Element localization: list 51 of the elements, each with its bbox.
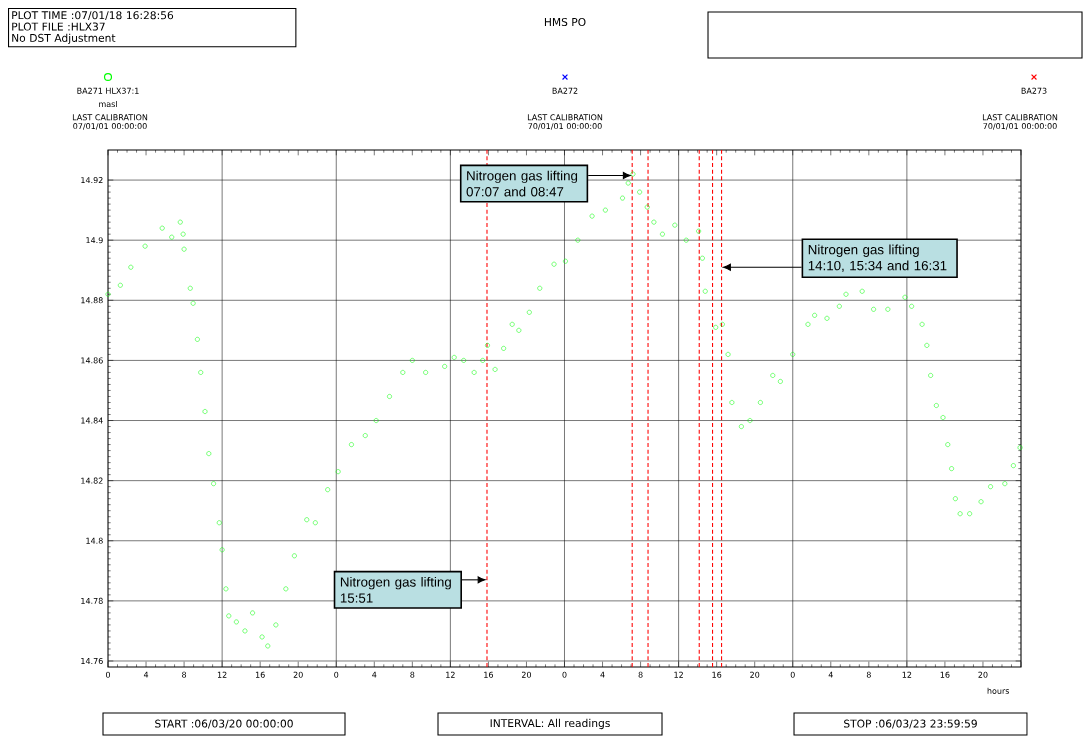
legend-label: BA273: [1021, 87, 1047, 94]
text: INTERVAL: All readings: [490, 718, 610, 730]
annotation: Nitrogen gas lifting 07:07 and 08:47: [466, 170, 578, 197]
legend-label: BA271 HLX37:1: [77, 87, 139, 94]
text: LAST CALIBRATION 70/01/01 00:00:00: [527, 114, 603, 130]
x-tick-label: 8: [410, 671, 415, 678]
x-tick-label: 20: [978, 671, 988, 678]
text: No DST Adjustment: [12, 33, 116, 44]
x-axis-title: hours: [987, 687, 1010, 694]
x-tick-label: 12: [446, 671, 455, 678]
x-tick-label: 12: [217, 671, 227, 678]
x-tick-label: 8: [866, 671, 871, 678]
annotation: Nitrogen gas lifting 15:51: [340, 576, 451, 603]
y-tick-label: 14.84: [81, 417, 103, 424]
x-tick-label: 8: [182, 671, 187, 678]
x-tick-label: 0: [105, 671, 111, 678]
x-tick-label: 16: [484, 671, 494, 678]
y-tick-label: 14.78: [81, 597, 103, 604]
y-tick-label: 14.8: [86, 537, 103, 544]
x-tick-label: 4: [372, 671, 377, 678]
y-tick-label: 14.86: [81, 357, 103, 364]
text: masl: [99, 100, 117, 108]
x-tick-label: 16: [255, 671, 265, 678]
legend-label: BA272: [552, 87, 578, 94]
text: START :06/03/20 00:00:00: [155, 719, 293, 729]
text: PLOT FILE :HLX37: [12, 22, 105, 31]
x-tick-label: 12: [902, 671, 912, 678]
y-tick-label: 14.9: [86, 237, 103, 244]
x-tick-label: 16: [940, 671, 950, 678]
x-tick-label: 4: [828, 671, 833, 678]
annotation: Nitrogen gas lifting 14:10, 15:34 and 16:31: [808, 244, 947, 272]
text: LAST CALIBRATION 70/01/01 00:00:00: [982, 114, 1058, 130]
x-tick-label: 4: [600, 671, 605, 678]
text: STOP :06/03/23 23:59:59: [844, 719, 977, 729]
x-tick-label: 20: [750, 671, 760, 678]
x-tick-label: 20: [521, 671, 532, 678]
x-tick-label: 12: [674, 671, 683, 678]
text: LAST CALIBRATION 07/01/01 00:00:00: [72, 114, 148, 130]
y-tick-label: 14.76: [81, 657, 103, 665]
x-tick-label: 0: [562, 671, 567, 678]
y-tick-label: 14.88: [81, 297, 103, 304]
x-tick-label: 8: [638, 671, 643, 678]
x-tick-label: 0: [790, 671, 795, 678]
x-tick-label: 4: [143, 671, 149, 678]
x-tick-label: 0: [334, 671, 339, 678]
y-tick-label: 14.82: [81, 477, 103, 484]
y-tick-label: 14.92: [81, 177, 103, 184]
x-tick-label: 16: [712, 671, 722, 678]
x-tick-label: 20: [293, 671, 303, 678]
text: PLOT TIME :07/01/18 16:28:56: [12, 11, 174, 21]
chart-title: HMS PO: [544, 17, 586, 27]
